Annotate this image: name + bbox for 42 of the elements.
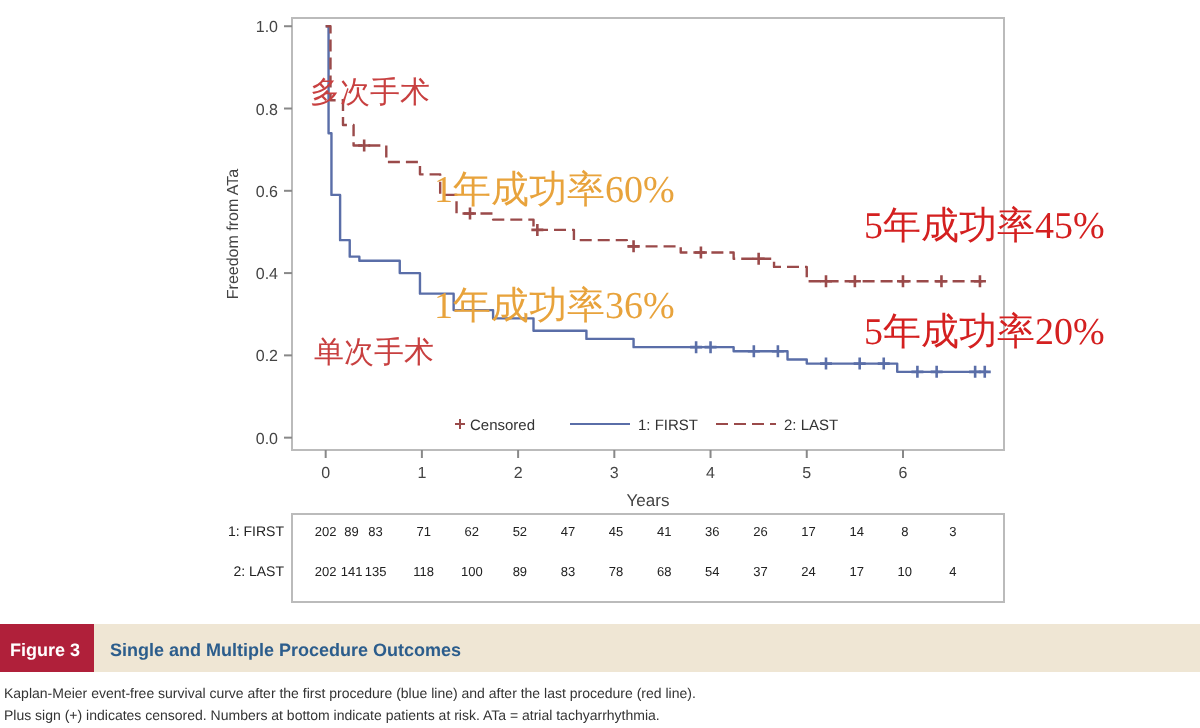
point [818, 356, 834, 371]
x-tick-label: 6 [898, 464, 909, 482]
point [356, 138, 372, 153]
point [847, 274, 863, 289]
y-tick-label: 0.6 [255, 182, 280, 201]
annotation: 单次手术 [314, 336, 434, 370]
point [751, 251, 766, 266]
point [876, 356, 892, 371]
y-tick-label: 0.8 [255, 100, 280, 119]
x-axis-title: Years [626, 490, 670, 510]
x-tick-label: 5 [802, 464, 813, 482]
x-tick-label: 4 [706, 464, 717, 482]
point [977, 364, 993, 380]
point [693, 245, 709, 260]
point [895, 274, 911, 289]
point [530, 222, 545, 238]
point [972, 274, 988, 289]
y-tick-label: 0.4 [255, 265, 280, 284]
x-tick-label: 3 [609, 464, 620, 482]
annotation: 5年成功率45% [864, 204, 1105, 248]
point [818, 274, 834, 289]
point [770, 343, 786, 359]
point [929, 364, 944, 380]
caption: Figure 3 [10, 640, 81, 660]
y-tick-label: 0.0 [255, 429, 280, 448]
point [688, 339, 704, 355]
y-axis-title: Freedom from ATa [224, 167, 242, 300]
y-tick-label: 0.2 [255, 347, 280, 366]
point [852, 356, 867, 371]
annotation: 5年成功率20% [864, 310, 1105, 354]
point [910, 364, 925, 380]
y-tick-label: 1.0 [255, 18, 280, 37]
x-tick-label: 2 [513, 464, 524, 482]
x-tick-label: 1 [417, 464, 428, 482]
point [746, 343, 762, 359]
point [703, 339, 718, 355]
x-tick-label: 0 [321, 464, 332, 482]
point [967, 364, 983, 380]
point [626, 239, 641, 254]
text: Single and Multiple Procedure Outcomes [110, 640, 462, 660]
point [934, 274, 949, 289]
point [462, 206, 478, 221]
